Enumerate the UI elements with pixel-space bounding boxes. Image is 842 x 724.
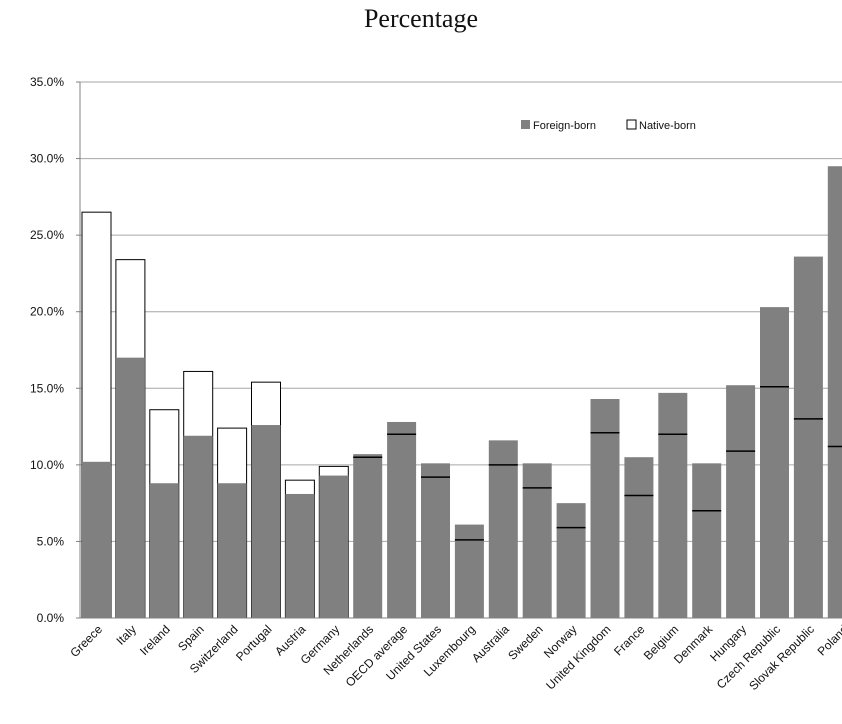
y-tick-label: 0.0% (37, 611, 65, 625)
x-tick-label: Greece (67, 622, 105, 660)
bar-foreign-born (658, 392, 688, 618)
y-tick-label: 30.0% (30, 152, 64, 166)
bar-foreign-born (217, 483, 247, 618)
x-tick-label: Ireland (137, 622, 173, 658)
y-tick-label: 25.0% (30, 228, 64, 242)
bar-foreign-born (251, 425, 281, 618)
bar-foreign-born (115, 357, 145, 618)
legend-swatch-foreign-born (521, 120, 530, 129)
bar-foreign-born (624, 457, 654, 618)
bar-foreign-born (149, 483, 179, 618)
x-tick-label: Spain (175, 622, 207, 654)
bar-foreign-born (522, 463, 552, 618)
bar-foreign-born (793, 256, 823, 618)
x-tick-label: Italy (114, 622, 139, 647)
x-tick-label: Australia (469, 622, 512, 665)
y-tick-label: 10.0% (30, 458, 64, 472)
bars (81, 166, 842, 619)
bar-foreign-born (353, 454, 383, 618)
bar-foreign-born (183, 435, 213, 618)
bar-foreign-born (726, 385, 756, 618)
y-tick-label: 35.0% (30, 75, 64, 89)
bar-foreign-born (285, 493, 315, 618)
y-tick-label: 5.0% (37, 534, 65, 548)
bar-foreign-born (454, 524, 484, 618)
legend-label-foreign-born: Foreign-born (533, 120, 596, 132)
bar-foreign-born (421, 463, 450, 618)
axes (79, 82, 842, 619)
legend: Foreign-born Native-born (521, 119, 696, 132)
bar-foreign-born (760, 307, 789, 618)
legend-swatch-native-born (626, 119, 637, 130)
y-tick-label: 20.0% (30, 305, 64, 319)
x-tick-label: Sweden (505, 622, 546, 663)
x-tick-label: Denmark (671, 622, 716, 667)
bar-foreign-born (556, 503, 586, 618)
y-tick-labels: 0.0% 5.0% 10.0% 15.0% 20.0% 25.0% 30.0% 35.0% (30, 75, 64, 625)
legend-label-native-born: Native-born (639, 120, 696, 132)
x-tick-label: Portugal (233, 622, 275, 664)
bar-foreign-born (827, 166, 842, 618)
bar-foreign-born (82, 461, 111, 618)
bar-foreign-born (692, 463, 722, 618)
bar-foreign-born (590, 399, 620, 618)
bar-foreign-born (488, 440, 518, 618)
y-tick-label: 15.0% (30, 381, 64, 395)
x-tick-label: Poland (815, 622, 842, 658)
bar-foreign-born (387, 421, 417, 618)
chart-title: Percentage (363, 4, 479, 33)
bar-foreign-born (319, 475, 349, 618)
